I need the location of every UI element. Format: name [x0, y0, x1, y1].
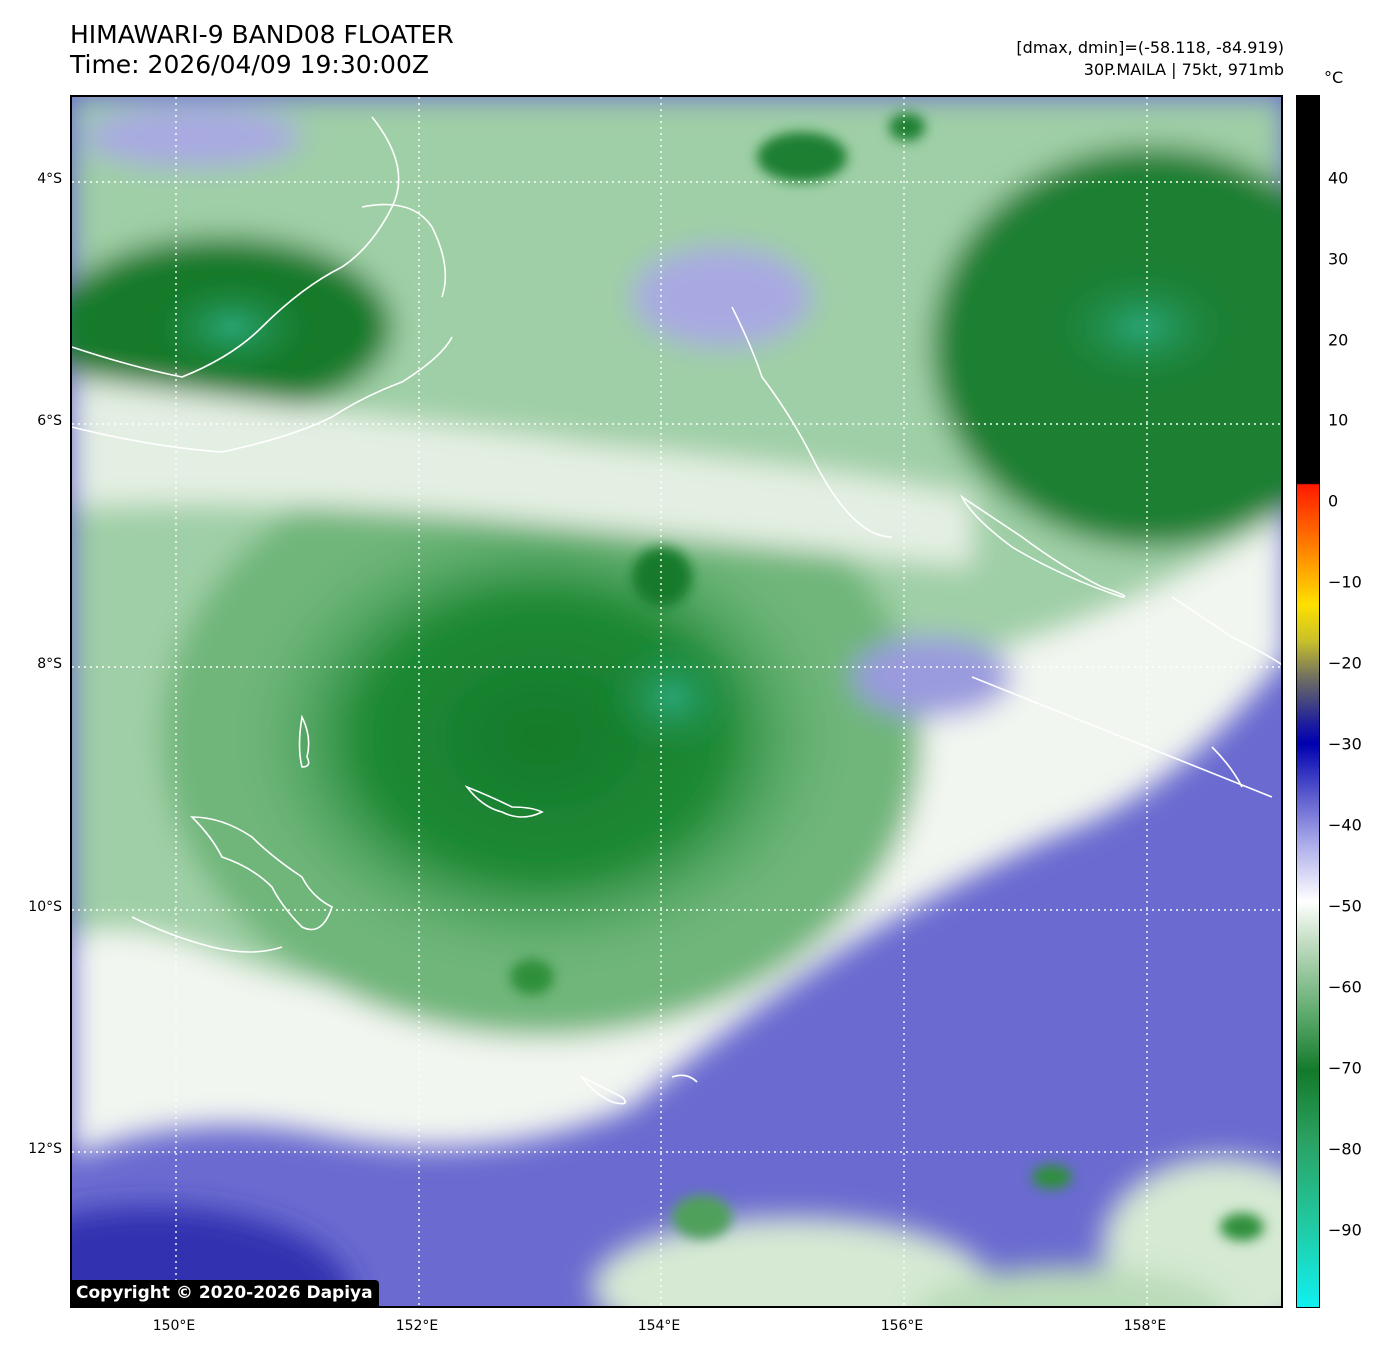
colorbar-tick: −20	[1328, 653, 1362, 673]
coastlines	[72, 116, 1281, 1105]
colorbar-tick: −70	[1328, 1058, 1362, 1078]
satellite-map	[70, 95, 1283, 1308]
title-line-1: HIMAWARI-9 BAND08 FLOATER	[70, 20, 454, 49]
lat-label: 10°S	[28, 899, 62, 915]
lon-label: 152°E	[395, 1318, 439, 1334]
title-line-2: Time: 2026/04/09 19:30:00Z	[70, 50, 429, 79]
range-text: [dmax, dmin]=(-58.118, -84.919)	[1016, 38, 1284, 57]
satellite-imagery	[72, 97, 1281, 1306]
colorbar-tick: 20	[1328, 330, 1349, 350]
colorbar-tick: −10	[1328, 572, 1362, 592]
colorbar-tick: −80	[1328, 1139, 1362, 1159]
copyright-label: Copyright © 2020-2026 Dapiya	[70, 1280, 379, 1306]
chart-title: HIMAWARI-9 BAND08 FLOATER Time: 2026/04/…	[70, 20, 454, 80]
colorbar-tick: −90	[1328, 1220, 1362, 1240]
lat-label: 12°S	[28, 1141, 62, 1157]
lat-label: 6°S	[37, 413, 62, 429]
storm-text: 30P.MAILA | 75kt, 971mb	[1083, 60, 1284, 79]
colorbar-tick: −50	[1328, 896, 1362, 916]
colorbar-tick: −60	[1328, 977, 1362, 997]
colorbar	[1296, 95, 1320, 1308]
lon-label: 154°E	[637, 1318, 681, 1334]
lat-label: 8°S	[37, 656, 62, 672]
colorbar-tick: 10	[1328, 410, 1349, 430]
graticule	[72, 97, 1281, 1306]
colorbar-tick: −40	[1328, 815, 1362, 835]
colorbar-tick: 30	[1328, 249, 1349, 269]
lon-label: 158°E	[1123, 1318, 1167, 1334]
lon-label: 150°E	[152, 1318, 196, 1334]
colorbar-tick: −30	[1328, 734, 1362, 754]
lat-label: 4°S	[37, 171, 62, 187]
lon-label: 156°E	[880, 1318, 924, 1334]
colorbar-tick: 0	[1328, 491, 1339, 511]
storm-info: [dmax, dmin]=(-58.118, -84.919) 30P.MAIL…	[1016, 37, 1284, 81]
colorbar-unit: °C	[1324, 68, 1344, 87]
colorbar-tick: 40	[1328, 168, 1349, 188]
